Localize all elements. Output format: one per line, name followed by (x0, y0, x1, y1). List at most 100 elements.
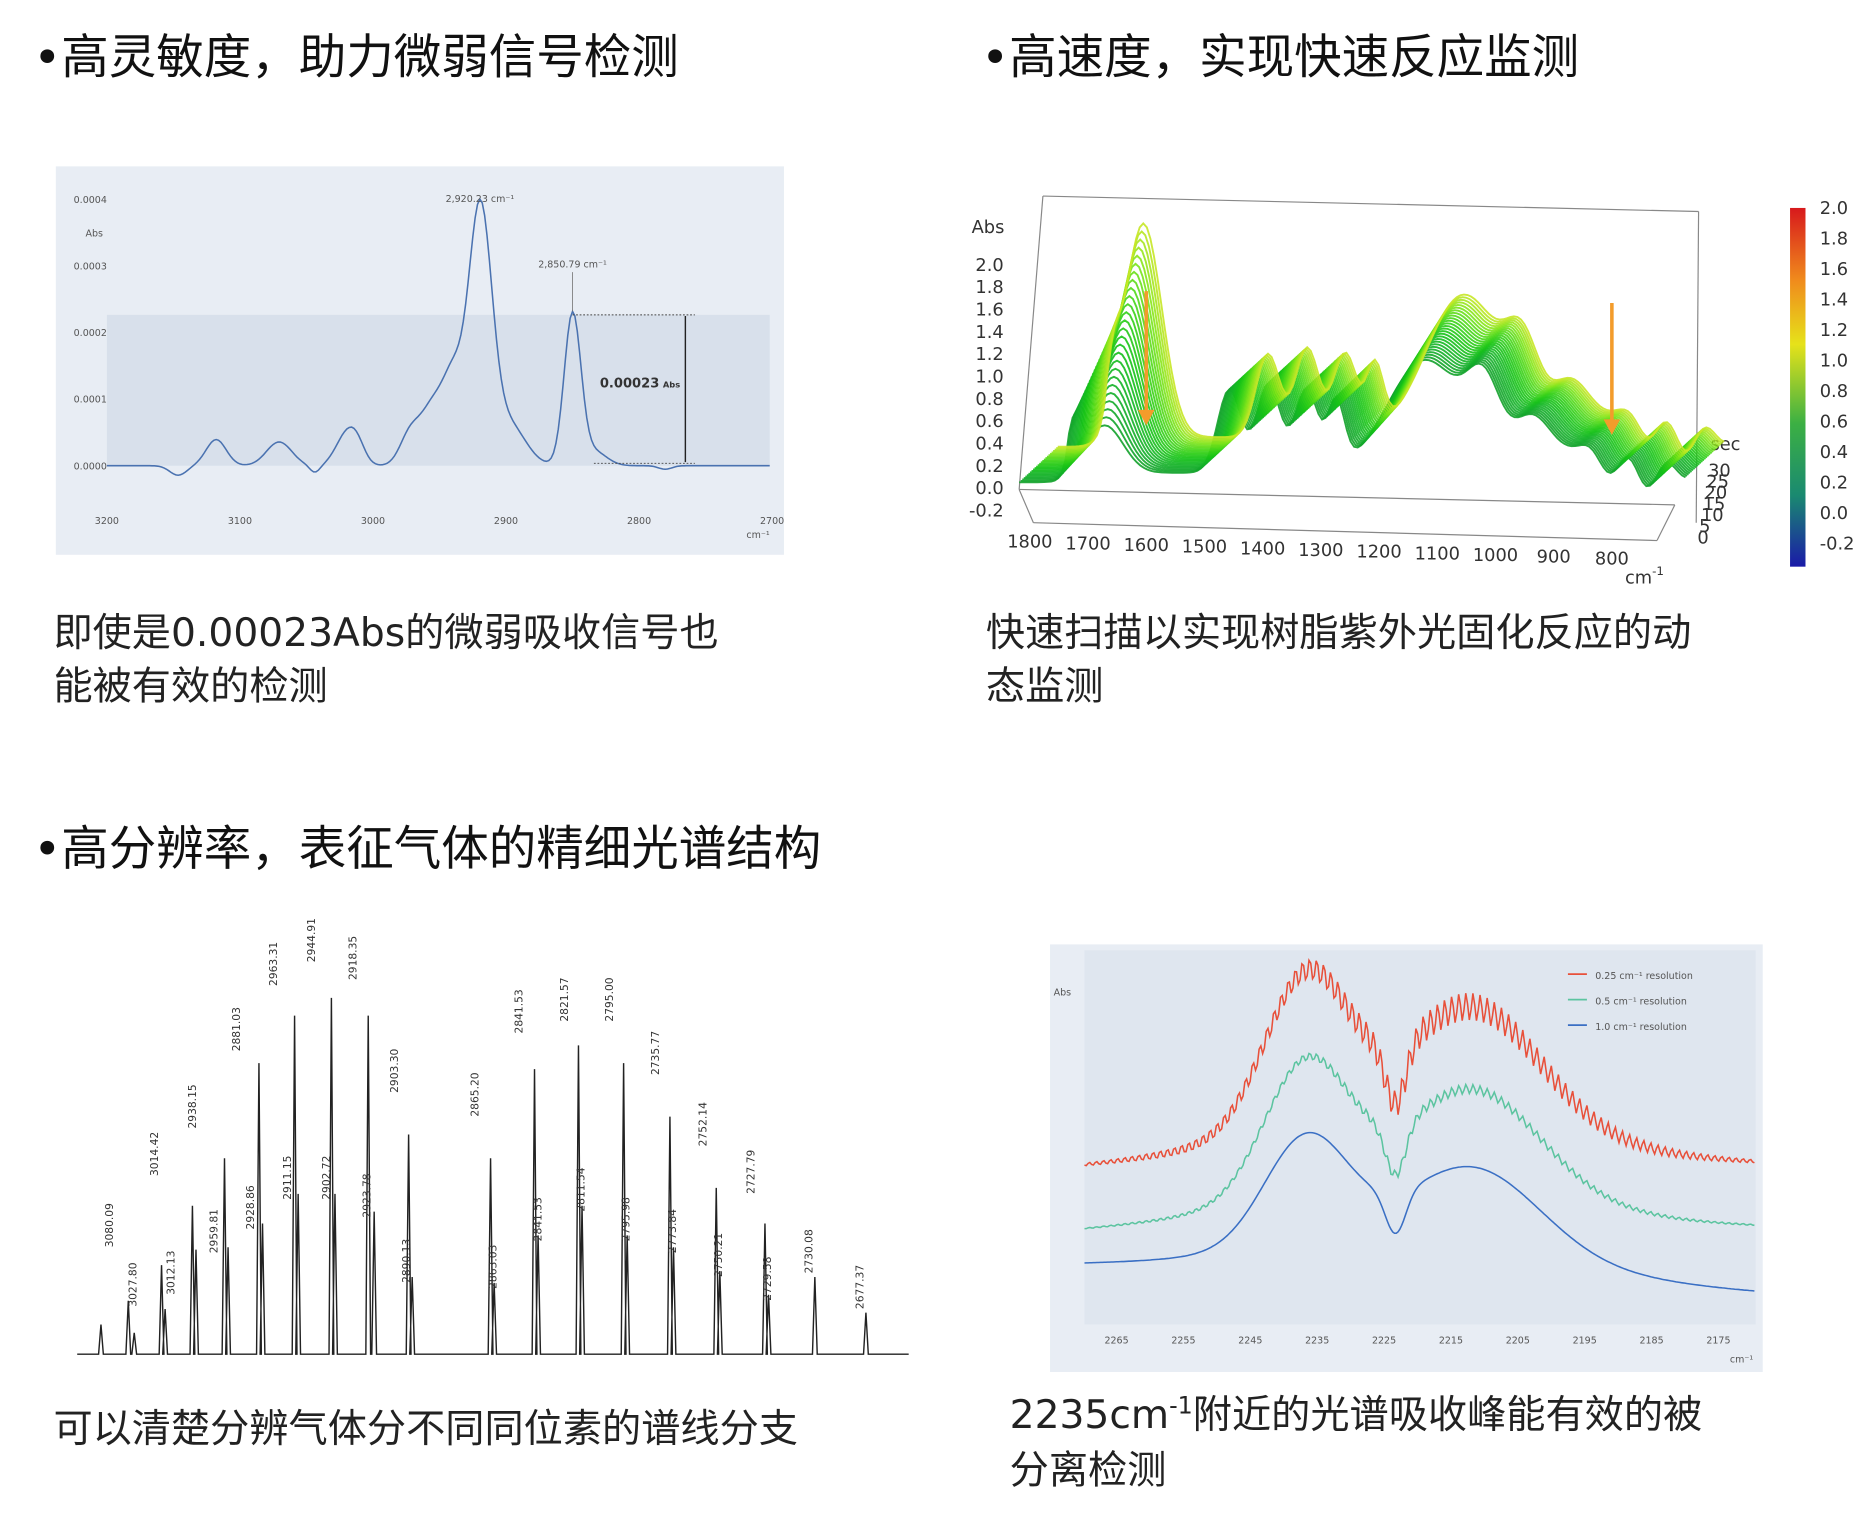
peak-label: 3014.42 (148, 1132, 161, 1176)
peak-label: 2752.14 (697, 1102, 710, 1146)
z-tick-label: 30 (1708, 460, 1731, 481)
resolution-curve (1084, 1052, 1755, 1230)
plot-bg (1084, 950, 1756, 1325)
gas-spectrum (77, 997, 909, 1355)
peak-label: 2,850.79 cm⁻¹ (538, 259, 607, 270)
surface-line (1039, 319, 1707, 469)
x-tick-label: 2245 (1238, 1336, 1262, 1347)
x-unit-base: cm (1625, 567, 1652, 588)
surface-line (1053, 246, 1720, 456)
surface-line (1031, 338, 1699, 476)
x-unit: cm⁻¹ (746, 530, 769, 541)
peak-label: 3080.09 (103, 1203, 116, 1247)
y-tick-label: 0.2 (975, 456, 1003, 477)
peak-label: 2902.72 (320, 1156, 333, 1200)
surface-line (1026, 345, 1694, 480)
peak-label: 2735.77 (649, 1031, 662, 1075)
colorbar-label: 0.0 (1820, 503, 1848, 524)
colorbar-label: 1.0 (1820, 351, 1848, 372)
caption: 2235cm-1附近的光谱吸收峰能有效的被 (1010, 1392, 1703, 1438)
peak-label: 2865.20 (469, 1072, 482, 1116)
peak-label: 2944.91 (305, 918, 318, 962)
surface-line (1020, 356, 1688, 486)
y-tick-label: 2.0 (975, 255, 1003, 276)
z-tick-label: 10 (1701, 505, 1724, 526)
resolution-curve (1084, 1131, 1755, 1292)
frame (1656, 504, 1676, 541)
colorbar-label: -0.2 (1820, 534, 1853, 555)
caption-sup: -1 (1169, 1392, 1193, 1420)
peak-label: 2963.31 (267, 942, 280, 986)
peak-label: 2863.03 (487, 1245, 500, 1289)
peak-label: 3012.13 (165, 1251, 178, 1295)
x-tick-label: 1400 (1240, 538, 1285, 559)
caption: 可以清楚分辨气体分不同同位素的谱线分支 (53, 1407, 798, 1452)
y-tick-label: 0.6 (975, 411, 1003, 432)
legend-label: 1.0 cm⁻¹ resolution (1595, 1022, 1687, 1033)
y-tick-label: 0.8 (975, 389, 1003, 410)
highlight-band (106, 314, 770, 466)
peak-label: 3027.80 (127, 1262, 140, 1306)
x-tick-label: 1200 (1356, 542, 1401, 563)
z-tick-label: 20 (1705, 483, 1728, 504)
surface-line (1051, 254, 1719, 458)
y-axis-label: Abs (1054, 987, 1072, 998)
colorbar-label: 1.8 (1820, 228, 1848, 249)
peak-label: 2795.98 (620, 1197, 633, 1241)
surface-line (1045, 286, 1713, 463)
heading: •高灵敏度，助力微弱信号检测 (33, 31, 679, 86)
z-tick-label: 15 (1703, 494, 1726, 515)
peak-label: 2,920.23 cm⁻¹ (446, 194, 515, 205)
x-tick-label: 3100 (228, 516, 252, 527)
y-tick-label: 1.2 (975, 344, 1003, 365)
x-tick-label: 2900 (494, 516, 518, 527)
colorbar-label: 0.6 (1820, 412, 1848, 433)
legend-label: 0.5 cm⁻¹ resolution (1595, 996, 1687, 1007)
arrow-head (1603, 419, 1621, 435)
surface-line (1029, 340, 1697, 478)
arrow-head (1137, 409, 1155, 426)
colorbar-label: 1.4 (1820, 289, 1848, 310)
x-tick-label: 2215 (1439, 1336, 1463, 1347)
x-tick-label: 1600 (1124, 535, 1169, 556)
y-tick-label: 0.0004 (74, 195, 107, 206)
frame (1019, 488, 1675, 506)
x-tick-label: 1700 (1065, 533, 1110, 554)
caption: 分离检测 (1010, 1449, 1167, 1494)
peak-label: 2928.86 (244, 1185, 257, 1229)
peak-label: 2959.81 (207, 1209, 220, 1253)
peak-label: 2729.58 (761, 1256, 774, 1300)
z-tick-label: 25 (1706, 472, 1729, 493)
x-tick-label: 2205 (1506, 1336, 1530, 1347)
caption: 能被有效的检测 (53, 665, 327, 710)
surface-line (1037, 327, 1705, 471)
y-tick-label: 1.0 (975, 367, 1003, 388)
caption: 即使是0.00023Abs的微弱吸收信号也 (53, 611, 718, 656)
peak-label: 2881.03 (230, 1007, 243, 1051)
surface-line (1022, 353, 1690, 485)
surface-line (1023, 351, 1691, 483)
x-tick-label: 900 (1537, 547, 1571, 568)
peak-label: 2811.54 (574, 1167, 587, 1211)
x-tick-label: 1000 (1473, 545, 1518, 566)
x-unit: cm⁻¹ (1730, 1355, 1753, 1366)
peak-label: 2938.15 (186, 1084, 199, 1128)
surface-line (1050, 262, 1717, 459)
peak-label: 2727.79 (744, 1149, 757, 1193)
surface-line (1025, 348, 1693, 482)
x-tick-label: 2175 (1706, 1336, 1730, 1347)
y-tick-label: 0.0000 (74, 461, 107, 472)
x-tick-label: 800 (1595, 548, 1629, 569)
surface-line (1054, 238, 1722, 455)
z-tick-label: 0 (1697, 527, 1708, 548)
height-value: 0.00023 (600, 376, 659, 391)
heading: •高速度，实现快速反应监测 (981, 31, 1579, 86)
height-label: 0.00023 Abs (600, 376, 680, 391)
y-axis-label: Abs (972, 217, 1005, 238)
x-tick-label: 1800 (1007, 532, 1052, 553)
peak-label: 2750.21 (712, 1233, 725, 1277)
heading: •高分辨率，表征气体的精细光谱结构 (33, 822, 821, 877)
caption-part: 2235cm (1010, 1393, 1169, 1438)
frame (1018, 196, 1044, 490)
